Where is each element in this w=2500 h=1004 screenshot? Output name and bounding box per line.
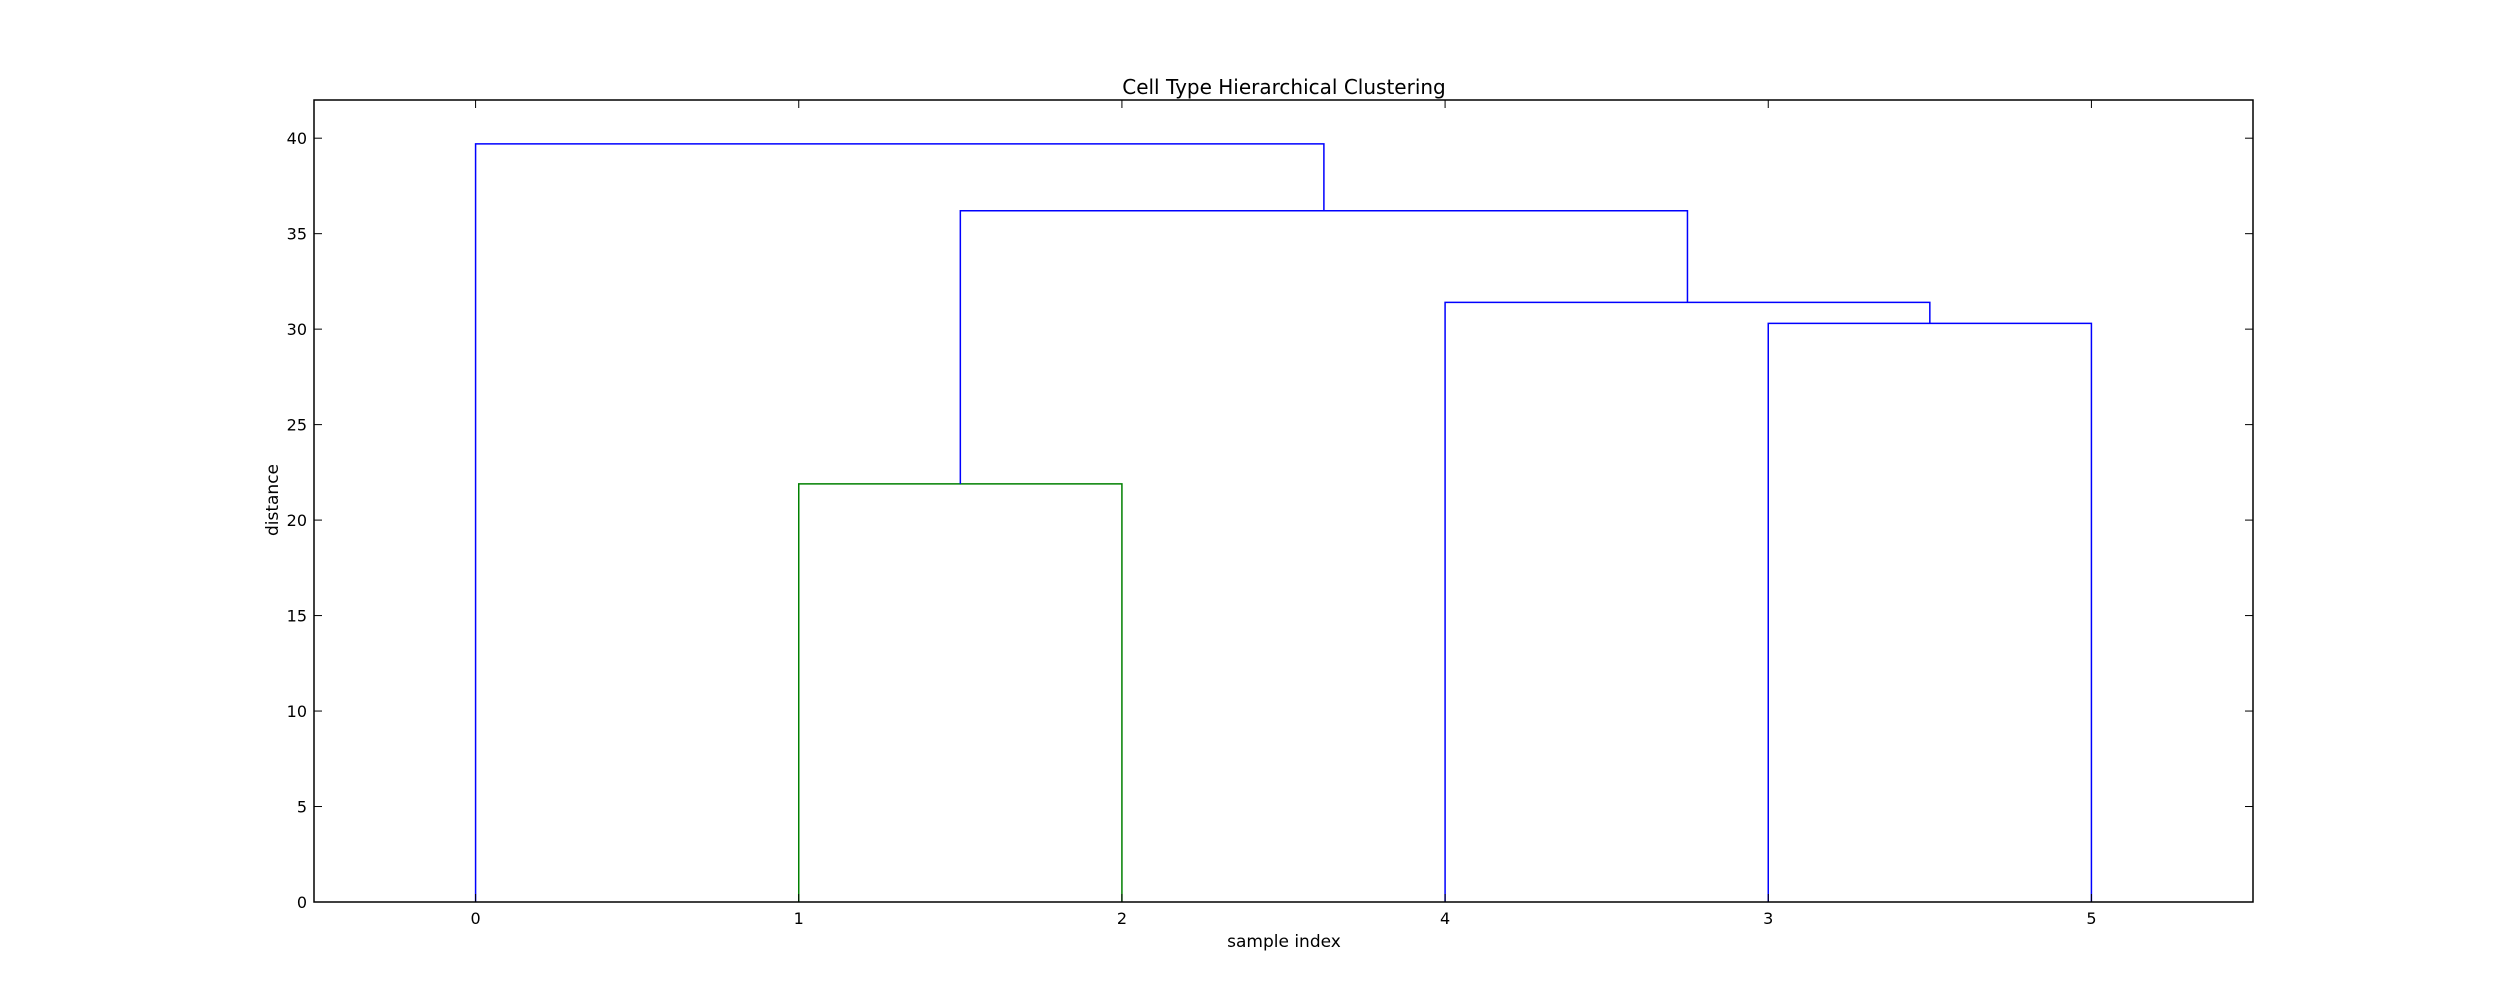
dendrogram-links [474, 143, 2093, 902]
plot-area-frame [313, 99, 2254, 903]
dendrogram-link-3 [959, 210, 1689, 484]
y-tick-label: 0 [297, 893, 307, 912]
chart-title: Cell Type Hierarchical Clustering [1122, 75, 1446, 99]
dendrogram-link-4 [474, 143, 1325, 902]
x-axis-label: sample index [1227, 932, 1341, 952]
x-tick-label: 3 [1763, 909, 1773, 928]
x-tick-label: 5 [2086, 909, 2096, 928]
y-tick-label: 5 [297, 798, 307, 817]
x-tick-label: 0 [470, 909, 480, 928]
x-tick-label: 2 [1117, 909, 1127, 928]
dendrogram-link-0 [798, 483, 1123, 902]
y-tick-label: 15 [287, 607, 307, 626]
y-axis-label: distance [263, 464, 283, 536]
dendrogram-link-2 [1444, 301, 1931, 902]
y-tick-label: 30 [287, 320, 307, 339]
y-tick-label: 40 [287, 129, 307, 148]
dendrogram-link-1 [1767, 322, 2093, 902]
y-tick-label: 10 [287, 702, 307, 721]
y-tick-label: 25 [287, 416, 307, 435]
x-tick-label: 4 [1440, 909, 1450, 928]
y-tick-label: 20 [287, 511, 307, 530]
y-tick-label: 35 [287, 225, 307, 244]
x-tick-label: 1 [794, 909, 804, 928]
